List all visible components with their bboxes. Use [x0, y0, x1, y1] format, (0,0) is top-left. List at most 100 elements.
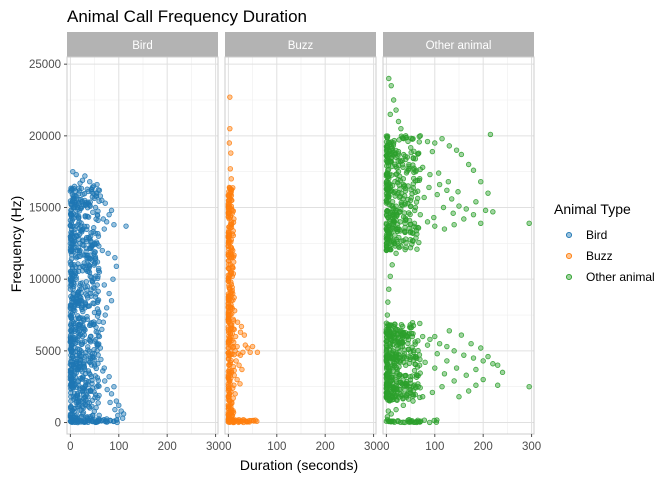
data-point	[419, 394, 426, 400]
data-point	[400, 195, 406, 202]
data-point	[410, 349, 417, 355]
data-point	[228, 176, 234, 182]
data-point	[91, 225, 97, 231]
data-point	[402, 387, 408, 393]
data-point	[68, 207, 74, 214]
data-point	[68, 376, 75, 383]
data-point	[233, 358, 239, 364]
data-point	[450, 210, 456, 216]
data-point	[227, 378, 233, 384]
legend-label: Other animal	[586, 270, 655, 284]
data-point	[72, 302, 78, 308]
data-point	[87, 338, 93, 344]
data-point	[444, 343, 450, 350]
data-point	[473, 199, 479, 205]
data-point	[78, 290, 84, 296]
data-point	[104, 386, 110, 393]
data-point	[231, 339, 237, 345]
data-point	[96, 318, 102, 325]
data-point	[387, 396, 393, 403]
data-point	[458, 332, 465, 338]
data-point	[102, 312, 108, 318]
data-point	[434, 417, 440, 423]
data-point	[96, 243, 102, 249]
data-point	[403, 244, 409, 251]
data-point	[77, 247, 83, 254]
data-point	[93, 291, 99, 297]
y-tick-label: 0	[55, 418, 61, 430]
data-point	[87, 202, 93, 208]
data-point	[436, 181, 443, 188]
data-point	[67, 248, 74, 255]
data-point	[421, 417, 428, 423]
data-point	[242, 417, 248, 424]
data-point	[73, 392, 80, 398]
data-point	[407, 236, 414, 243]
data-point	[446, 328, 452, 334]
data-point	[407, 386, 413, 393]
data-point	[231, 308, 238, 314]
data-point	[403, 236, 409, 242]
data-point	[94, 313, 101, 319]
data-point	[105, 250, 111, 257]
data-point	[96, 412, 102, 419]
data-point	[100, 216, 106, 222]
data-point	[463, 372, 469, 378]
x-tick-label: 0	[225, 441, 231, 453]
data-point	[383, 220, 390, 226]
data-point	[385, 225, 392, 231]
data-point	[99, 247, 106, 254]
data-point	[385, 173, 392, 180]
data-point	[84, 400, 91, 406]
data-point	[83, 201, 89, 208]
x-tick-label: 100	[109, 441, 128, 453]
data-point	[400, 402, 407, 409]
data-point	[383, 240, 390, 247]
data-point	[468, 340, 474, 347]
data-point	[68, 315, 75, 322]
y-tick-label: 20000	[29, 131, 61, 143]
data-point	[94, 306, 101, 312]
data-point	[68, 398, 74, 404]
data-point	[87, 179, 93, 185]
data-point	[408, 149, 414, 156]
data-point	[436, 340, 443, 347]
data-point	[84, 414, 91, 420]
data-point	[110, 276, 116, 282]
data-point	[416, 239, 422, 246]
data-point	[94, 418, 100, 424]
data-point	[227, 359, 234, 366]
data-point	[82, 305, 88, 311]
data-point	[76, 352, 83, 359]
data-point	[393, 154, 399, 161]
data-point	[385, 392, 391, 398]
data-point	[226, 184, 233, 191]
chart-title: Animal Call Frequency Duration	[67, 7, 307, 26]
data-point	[69, 330, 75, 337]
data-point	[426, 419, 433, 426]
data-point	[385, 408, 392, 414]
data-point	[91, 351, 98, 357]
facet-strip-label: Bird	[132, 40, 152, 52]
data-point	[69, 310, 76, 317]
data-point	[94, 259, 101, 265]
data-point	[227, 94, 233, 100]
data-point	[409, 191, 415, 197]
facet-strip-label: Other animal	[426, 40, 492, 52]
data-point	[470, 355, 477, 361]
data-point	[83, 248, 89, 255]
data-point	[449, 196, 455, 202]
data-point	[75, 322, 81, 328]
x-tick-label: 300	[364, 441, 383, 453]
data-point	[228, 404, 234, 410]
data-point	[68, 329, 75, 335]
data-points	[67, 168, 129, 426]
data-point	[463, 206, 469, 212]
data-point	[396, 364, 402, 370]
data-point	[385, 299, 391, 305]
y-axis-ticks: 0 5000 10000 15000 20000 25000	[29, 59, 67, 430]
data-point	[236, 362, 242, 368]
data-point	[417, 211, 423, 218]
facet-strip-label: Buzz	[288, 40, 314, 52]
data-point	[81, 354, 88, 361]
